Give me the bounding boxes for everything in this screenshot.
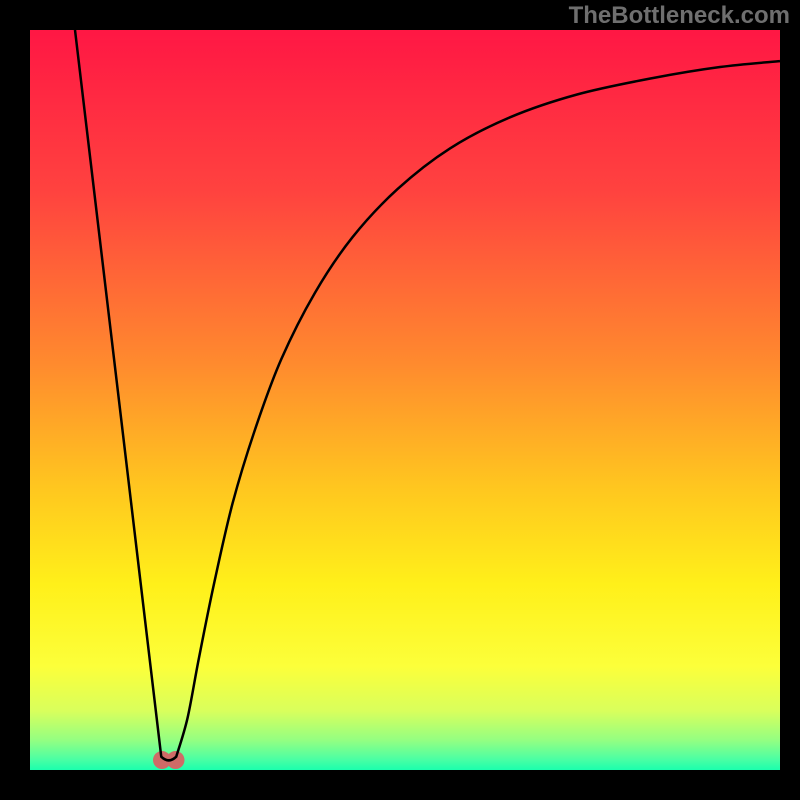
chart-container: TheBottleneck.com — [0, 0, 800, 800]
chart-background — [30, 30, 780, 770]
watermark-text: TheBottleneck.com — [569, 2, 790, 30]
bottleneck-chart — [0, 0, 800, 800]
